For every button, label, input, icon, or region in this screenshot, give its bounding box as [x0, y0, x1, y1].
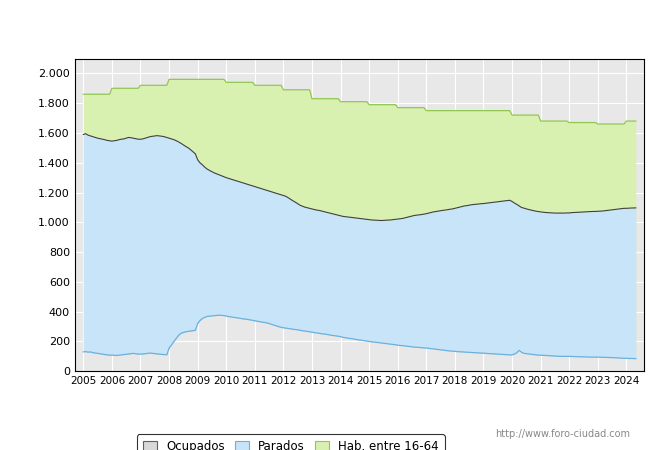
Legend: Ocupados, Parados, Hab. entre 16-64: Ocupados, Parados, Hab. entre 16-64 [137, 434, 445, 450]
Text: http://www.foro-ciudad.com: http://www.foro-ciudad.com [495, 429, 630, 439]
Text: Santa Coloma de Queralt - Evolucion de la poblacion en edad de Trabajar Mayo de : Santa Coloma de Queralt - Evolucion de l… [43, 16, 607, 29]
